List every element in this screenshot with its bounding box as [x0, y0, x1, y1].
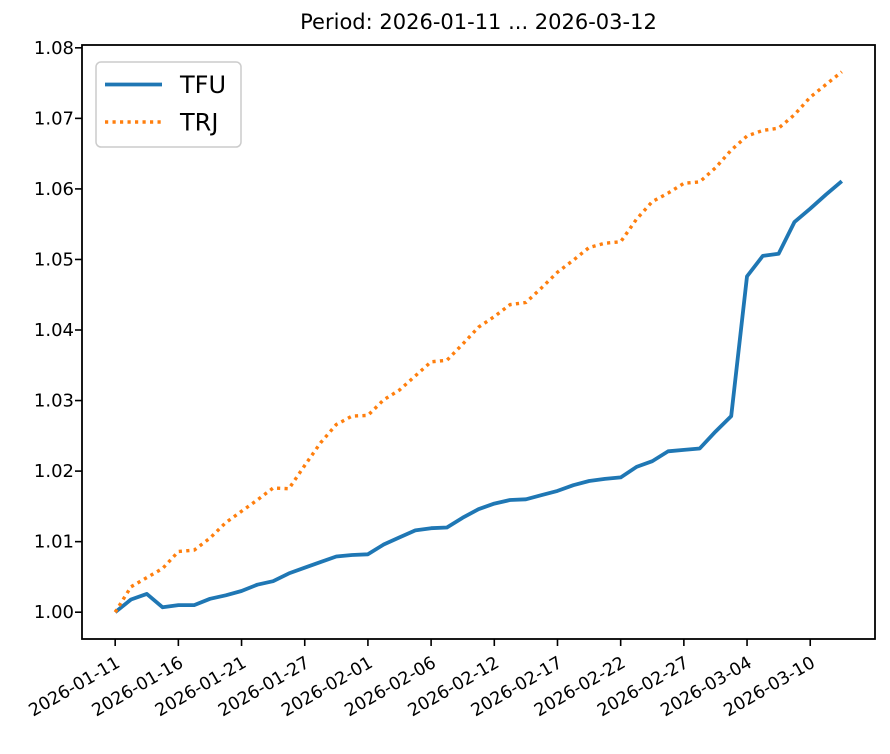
axes-spines: [81, 44, 876, 640]
y-tick-label: 1.03: [34, 391, 74, 412]
legend-trj-label: TRJ: [179, 109, 218, 137]
y-tick-label: 1.07: [34, 108, 74, 129]
chart-title: Period: 2026-01-11 ... 2026-03-12: [300, 10, 657, 34]
y-tick-label: 1.01: [34, 532, 74, 553]
y-tick-label: 1.00: [34, 602, 74, 623]
tfu-line: [114, 179, 844, 614]
y-tick-label: 1.08: [34, 38, 74, 59]
y-tick-label: 1.06: [34, 179, 74, 200]
y-tick-label: 1.04: [34, 320, 74, 341]
y-tick-label: 1.05: [34, 249, 74, 270]
legend-tfu-label: TFU: [179, 71, 226, 99]
y-tick-label: 1.02: [34, 461, 74, 482]
trj-line: [113, 70, 843, 614]
